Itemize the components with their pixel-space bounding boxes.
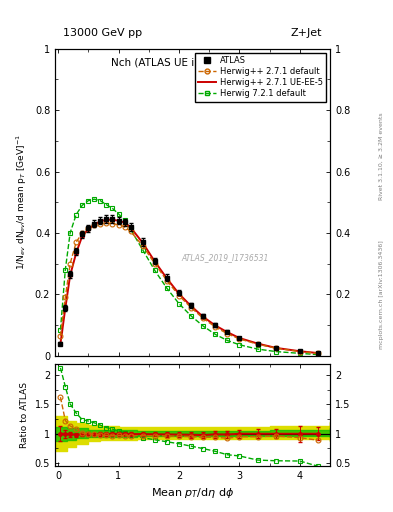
Text: Nch (ATLAS UE in Z production): Nch (ATLAS UE in Z production) [111,58,274,68]
Text: mcplots.cern.ch [arXiv:1306.3436]: mcplots.cern.ch [arXiv:1306.3436] [379,240,384,349]
X-axis label: Mean $p_T$/d$\eta$ d$\phi$: Mean $p_T$/d$\eta$ d$\phi$ [151,486,234,500]
Text: Z+Jet: Z+Jet [291,28,322,38]
Text: ATLAS_2019_I1736531: ATLAS_2019_I1736531 [182,253,269,262]
Legend: ATLAS, Herwig++ 2.7.1 default, Herwig++ 2.7.1 UE-EE-5, Herwig 7.2.1 default: ATLAS, Herwig++ 2.7.1 default, Herwig++ … [195,53,326,102]
Text: Rivet 3.1.10, ≥ 3.2M events: Rivet 3.1.10, ≥ 3.2M events [379,112,384,200]
Y-axis label: 1/N$_{ev}$ dN$_{ev}$/d mean p$_T$ [GeV]$^{-1}$: 1/N$_{ev}$ dN$_{ev}$/d mean p$_T$ [GeV]$… [15,134,29,270]
Y-axis label: Ratio to ATLAS: Ratio to ATLAS [20,382,29,447]
Text: 13000 GeV pp: 13000 GeV pp [63,28,142,38]
